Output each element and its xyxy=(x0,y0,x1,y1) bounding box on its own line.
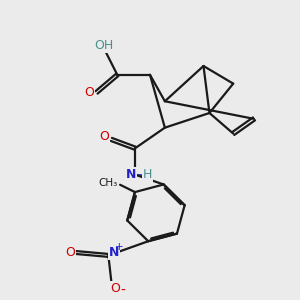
Text: +: + xyxy=(116,242,124,252)
Text: N: N xyxy=(109,246,119,259)
Text: N: N xyxy=(125,168,136,181)
Text: O: O xyxy=(65,246,75,259)
Text: O: O xyxy=(84,86,94,99)
Text: O: O xyxy=(99,130,109,143)
Text: O: O xyxy=(110,282,120,295)
Text: CH₃: CH₃ xyxy=(98,178,118,188)
Text: H: H xyxy=(143,168,152,181)
Text: OH: OH xyxy=(94,39,114,52)
Text: -: - xyxy=(120,284,125,298)
